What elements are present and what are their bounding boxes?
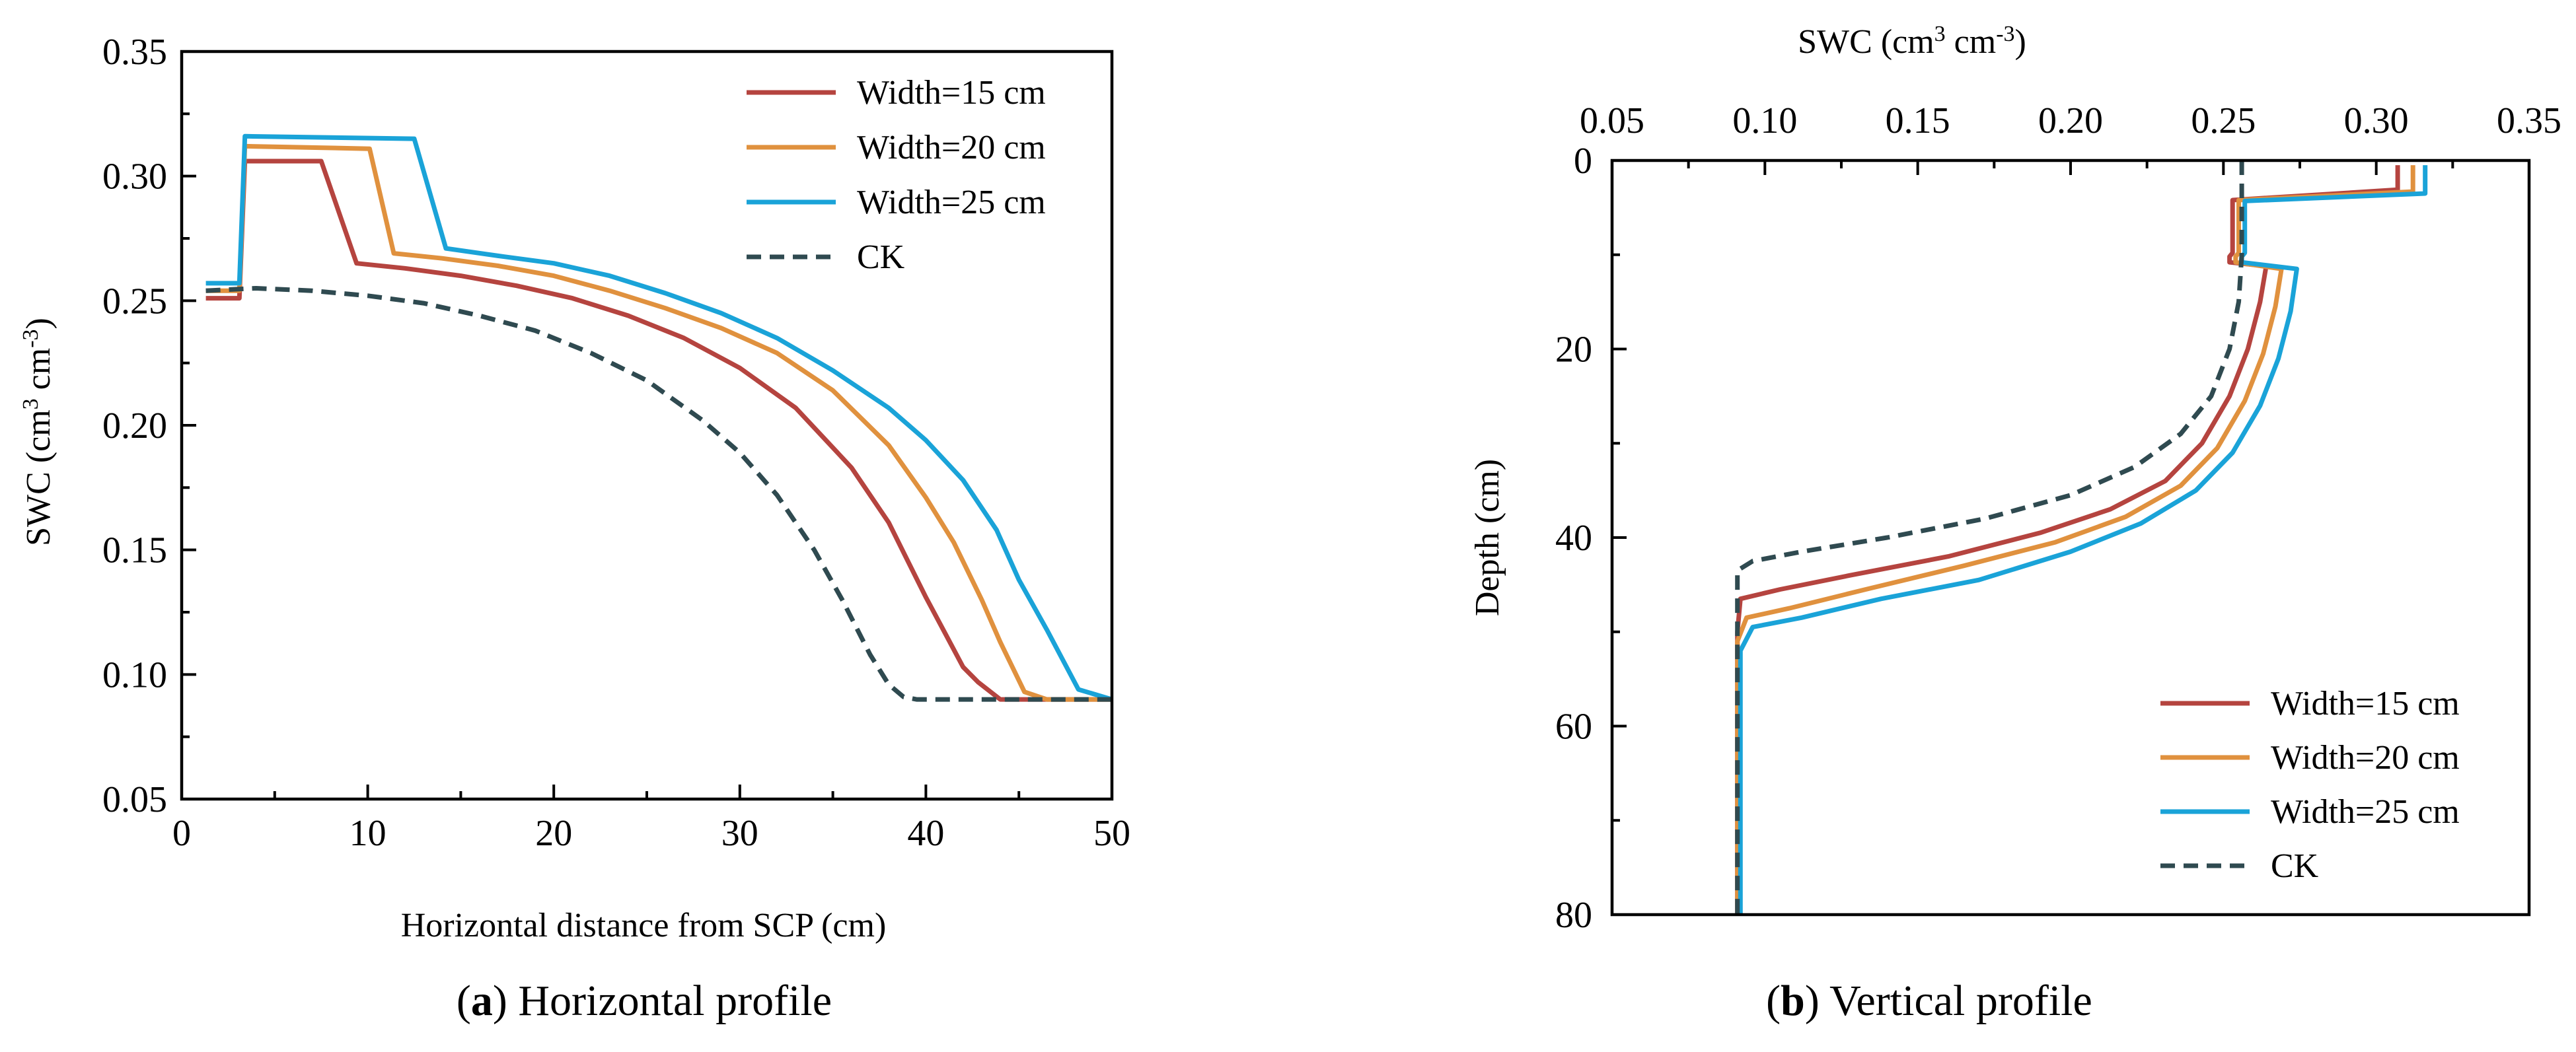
x-axis-title-sup: -3 bbox=[1996, 22, 2014, 46]
y-axis-title-sup: -3 bbox=[18, 329, 43, 347]
y-axis-title-sup: 3 bbox=[18, 398, 43, 409]
x-tick-label: 40 bbox=[907, 813, 944, 854]
legend-label: CK bbox=[857, 238, 905, 276]
x-tick-label: 50 bbox=[1093, 813, 1130, 854]
series-line-4 bbox=[205, 286, 1112, 702]
x-axis-title: SWC (cm3 cm-3) bbox=[1798, 22, 2026, 61]
x-tick-label: 0 bbox=[172, 813, 191, 854]
legend-label: Width=25 cm bbox=[857, 184, 1046, 221]
caption-part: Vertical profile bbox=[1820, 977, 2092, 1025]
series-line-2 bbox=[205, 143, 1112, 702]
y-tick-label: 0 bbox=[1574, 141, 1592, 182]
x-tick-label: 0.30 bbox=[2344, 100, 2409, 141]
legend-label: Width=25 cm bbox=[2271, 793, 2460, 831]
caption-b: (b) Vertical profile bbox=[1766, 977, 2092, 1025]
x-axis-title-sup: 3 bbox=[1934, 22, 1946, 46]
x-tick-label: 0.20 bbox=[2038, 100, 2103, 141]
caption-part: ) bbox=[1805, 977, 1820, 1025]
caption-part: ) bbox=[493, 977, 507, 1025]
x-axis-title-part: SWC (cm bbox=[1798, 23, 1934, 61]
x-axis-title-part: ) bbox=[2015, 23, 2026, 61]
y-tick-label: 80 bbox=[1555, 895, 1592, 936]
x-tick-label: 20 bbox=[535, 813, 572, 854]
x-tick-label: 0.35 bbox=[2497, 100, 2561, 141]
series-line-3 bbox=[1738, 165, 2428, 915]
chart-horizontal-profile: 0 10 20 30 40 50 0.05 0.10 0.15 0.20 0.25 0.30 0.35 H… bbox=[18, 32, 1130, 1025]
series-line-2 bbox=[1735, 165, 2415, 915]
legend-label: Width=20 cm bbox=[2271, 739, 2460, 777]
y-axis-title-part: ) bbox=[20, 318, 57, 329]
y-axis-title: SWC (cm3 cm-3) bbox=[18, 318, 57, 546]
caption-a: (a) Horizontal profile bbox=[457, 977, 832, 1025]
y-tick-label: 60 bbox=[1555, 707, 1592, 748]
y-axis-title: Depth (cm) bbox=[1469, 459, 1506, 616]
legend-label: Width=20 cm bbox=[857, 129, 1046, 166]
caption-letter: b bbox=[1781, 977, 1805, 1025]
caption-part: ( bbox=[1766, 977, 1781, 1025]
x-axis-title: Horizontal distance from SCP (cm) bbox=[401, 907, 887, 944]
x-tick-label: 10 bbox=[350, 813, 386, 854]
y-tick-label: 0.05 bbox=[102, 779, 167, 820]
y-tick-label: 0.30 bbox=[102, 157, 167, 197]
x-tick-label: 0.10 bbox=[1732, 100, 1797, 141]
x-axis-title-part: cm bbox=[1946, 23, 1997, 61]
caption-letter: a bbox=[471, 977, 493, 1025]
y-axis-title-part: cm bbox=[20, 348, 57, 399]
y-tick-label: 0.35 bbox=[102, 32, 167, 73]
series-line-1 bbox=[1735, 165, 2400, 915]
legend-label: CK bbox=[2271, 847, 2319, 885]
y-tick-label: 0.20 bbox=[102, 405, 167, 446]
x-tick-label: 0.05 bbox=[1580, 100, 1644, 141]
x-tick-label: 30 bbox=[721, 813, 758, 854]
y-tick-label: 40 bbox=[1555, 518, 1592, 559]
chart-vertical-profile: 0.05 0.10 0.15 0.20 0.25 0.30 0.35 0 20 40 60 80 SWC… bbox=[1469, 22, 2561, 1025]
legend-label: Width=15 cm bbox=[857, 74, 1046, 112]
y-axis-title-part: SWC (cm bbox=[20, 409, 57, 546]
x-tick-label: 0.15 bbox=[1886, 100, 1950, 141]
legend-label: Width=15 cm bbox=[2271, 685, 2460, 722]
y-tick-label: 0.10 bbox=[102, 654, 167, 695]
y-tick-label: 0.15 bbox=[102, 530, 167, 571]
series-line-1 bbox=[205, 158, 1112, 702]
caption-part: ( bbox=[457, 977, 471, 1025]
series-line-3 bbox=[205, 133, 1113, 702]
y-tick-label: 0.25 bbox=[102, 281, 167, 322]
x-tick-label: 0.25 bbox=[2191, 100, 2256, 141]
y-tick-label: 20 bbox=[1555, 330, 1592, 370]
series-line-4 bbox=[1735, 160, 2244, 915]
caption-part: Horizontal profile bbox=[507, 977, 832, 1025]
